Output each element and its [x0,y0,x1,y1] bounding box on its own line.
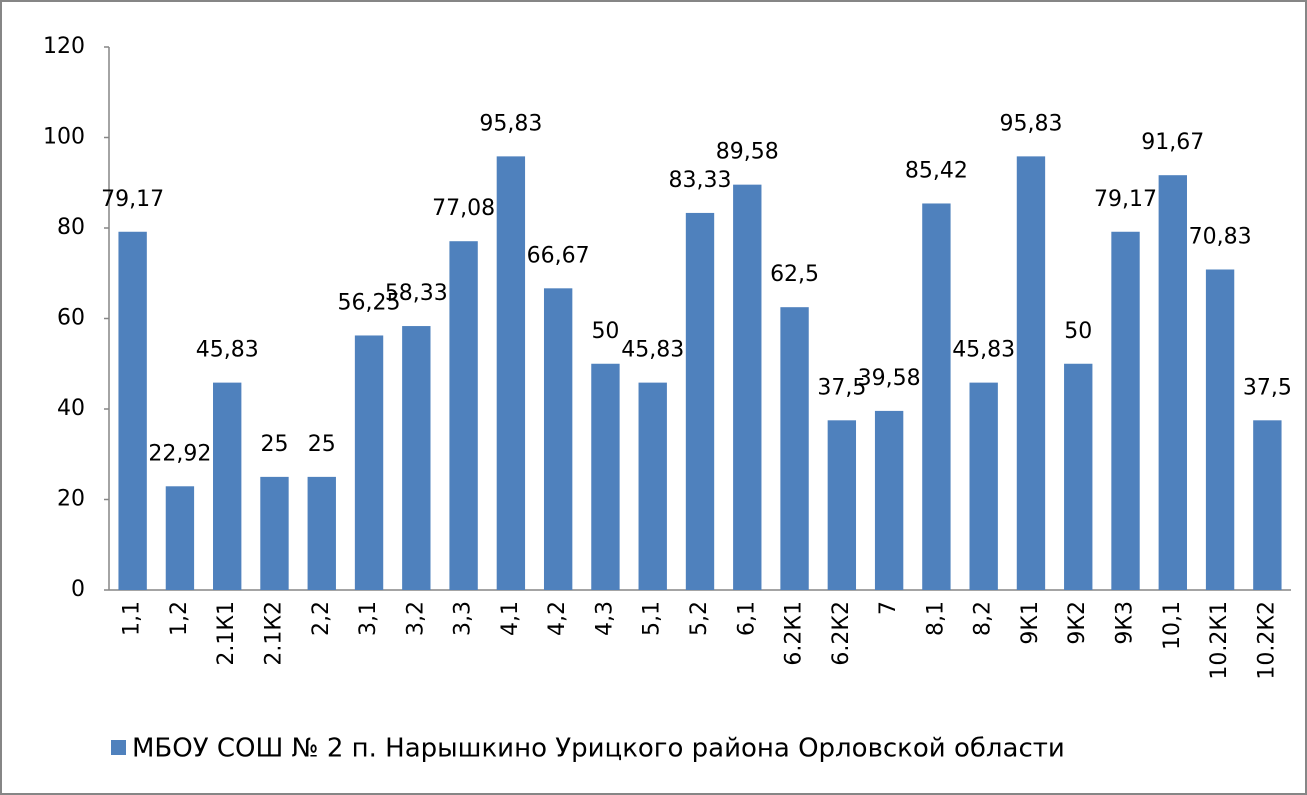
bar [638,382,667,590]
data-label: 37,5 [1243,375,1292,400]
x-tick-label: 8,2 [971,601,996,636]
bar [354,335,384,590]
data-label: 25 [260,432,288,457]
x-tick-label: 4,3 [592,601,617,636]
legend-label: МБОУ СОШ № 2 п. Нарышкино Урицкого район… [132,734,1065,764]
y-tick-label: 40 [57,396,85,421]
data-label: 25 [308,432,336,457]
x-tick-label: 10,1 [1160,601,1185,650]
x-tick-label: 9К1 [1018,601,1043,645]
data-label: 45,83 [196,338,259,363]
bar [402,326,431,590]
y-tick-label: 20 [57,487,85,512]
y-tick-label: 0 [71,577,85,602]
bar [1064,363,1093,590]
x-tick-label: 10.2К1 [1207,601,1232,680]
data-label: 56,25 [338,290,401,315]
data-label: 91,67 [1141,130,1204,155]
x-tick-label: 5,1 [640,601,665,636]
bar [1158,175,1187,591]
bar [874,410,904,590]
data-label: 22,92 [148,441,211,466]
data-label: 50 [591,319,619,344]
bar [1205,269,1235,590]
bar [1016,156,1046,590]
x-tick-label: 3,1 [356,601,381,636]
data-label: 79,17 [101,187,164,212]
y-tick-label: 120 [43,34,85,59]
data-label: 95,83 [479,111,542,136]
y-tick-label: 60 [57,306,85,331]
x-tick-label: 6.2К2 [829,601,854,666]
x-tick-label: 2.1К2 [261,601,286,666]
bar [733,184,762,590]
data-label: 37,5 [817,375,866,400]
bar [591,363,620,590]
x-tick-label: 9К2 [1065,601,1090,645]
bar [1111,231,1140,591]
data-label: 83,33 [669,168,732,193]
data-label: 95,83 [999,111,1062,136]
bar [1253,420,1282,590]
x-tick-label: 4,2 [545,601,570,636]
data-label: 79,17 [1094,187,1157,212]
data-label: 66,67 [527,243,590,268]
data-label: 39,58 [858,366,921,391]
data-label: 85,42 [905,158,968,183]
x-tick-label: 10.2К2 [1254,601,1279,680]
bar [685,212,715,590]
data-label: 45,83 [952,338,1015,363]
bar [922,203,951,591]
bar [260,476,289,590]
y-tick-label: 100 [43,125,85,150]
x-tick-label: 5,2 [687,601,712,636]
bar [543,288,573,590]
bar [165,486,195,590]
data-label: 70,83 [1189,224,1252,249]
x-tick-label: 4,1 [498,601,523,636]
x-tick-label: 2,2 [309,601,334,636]
bar [449,241,478,590]
x-tick-label: 1,1 [120,601,145,636]
legend-swatch [111,740,126,755]
y-tick-label: 80 [57,215,85,240]
data-label: 50 [1064,319,1092,344]
x-tick-label: 3,3 [451,601,476,636]
x-tick-label: 1,2 [167,601,192,636]
bar [307,476,336,590]
x-tick-label: 7 [876,601,901,615]
bar [496,156,526,590]
bar [969,382,998,590]
x-tick-label: 8,1 [923,601,948,636]
x-tick-label: 6,1 [734,601,759,636]
data-label: 45,83 [621,338,684,363]
x-tick-label: 3,2 [403,601,428,636]
x-tick-label: 9К3 [1113,601,1138,645]
data-label: 62,5 [770,262,819,287]
data-label: 58,33 [385,281,448,306]
bar [827,420,857,590]
bar [213,382,242,590]
bar [780,307,809,590]
x-tick-label: 2.1К1 [214,601,239,666]
data-label: 77,08 [432,196,495,221]
data-label: 89,58 [716,140,779,165]
bar [118,231,147,591]
x-tick-label: 6.2К1 [782,601,807,666]
